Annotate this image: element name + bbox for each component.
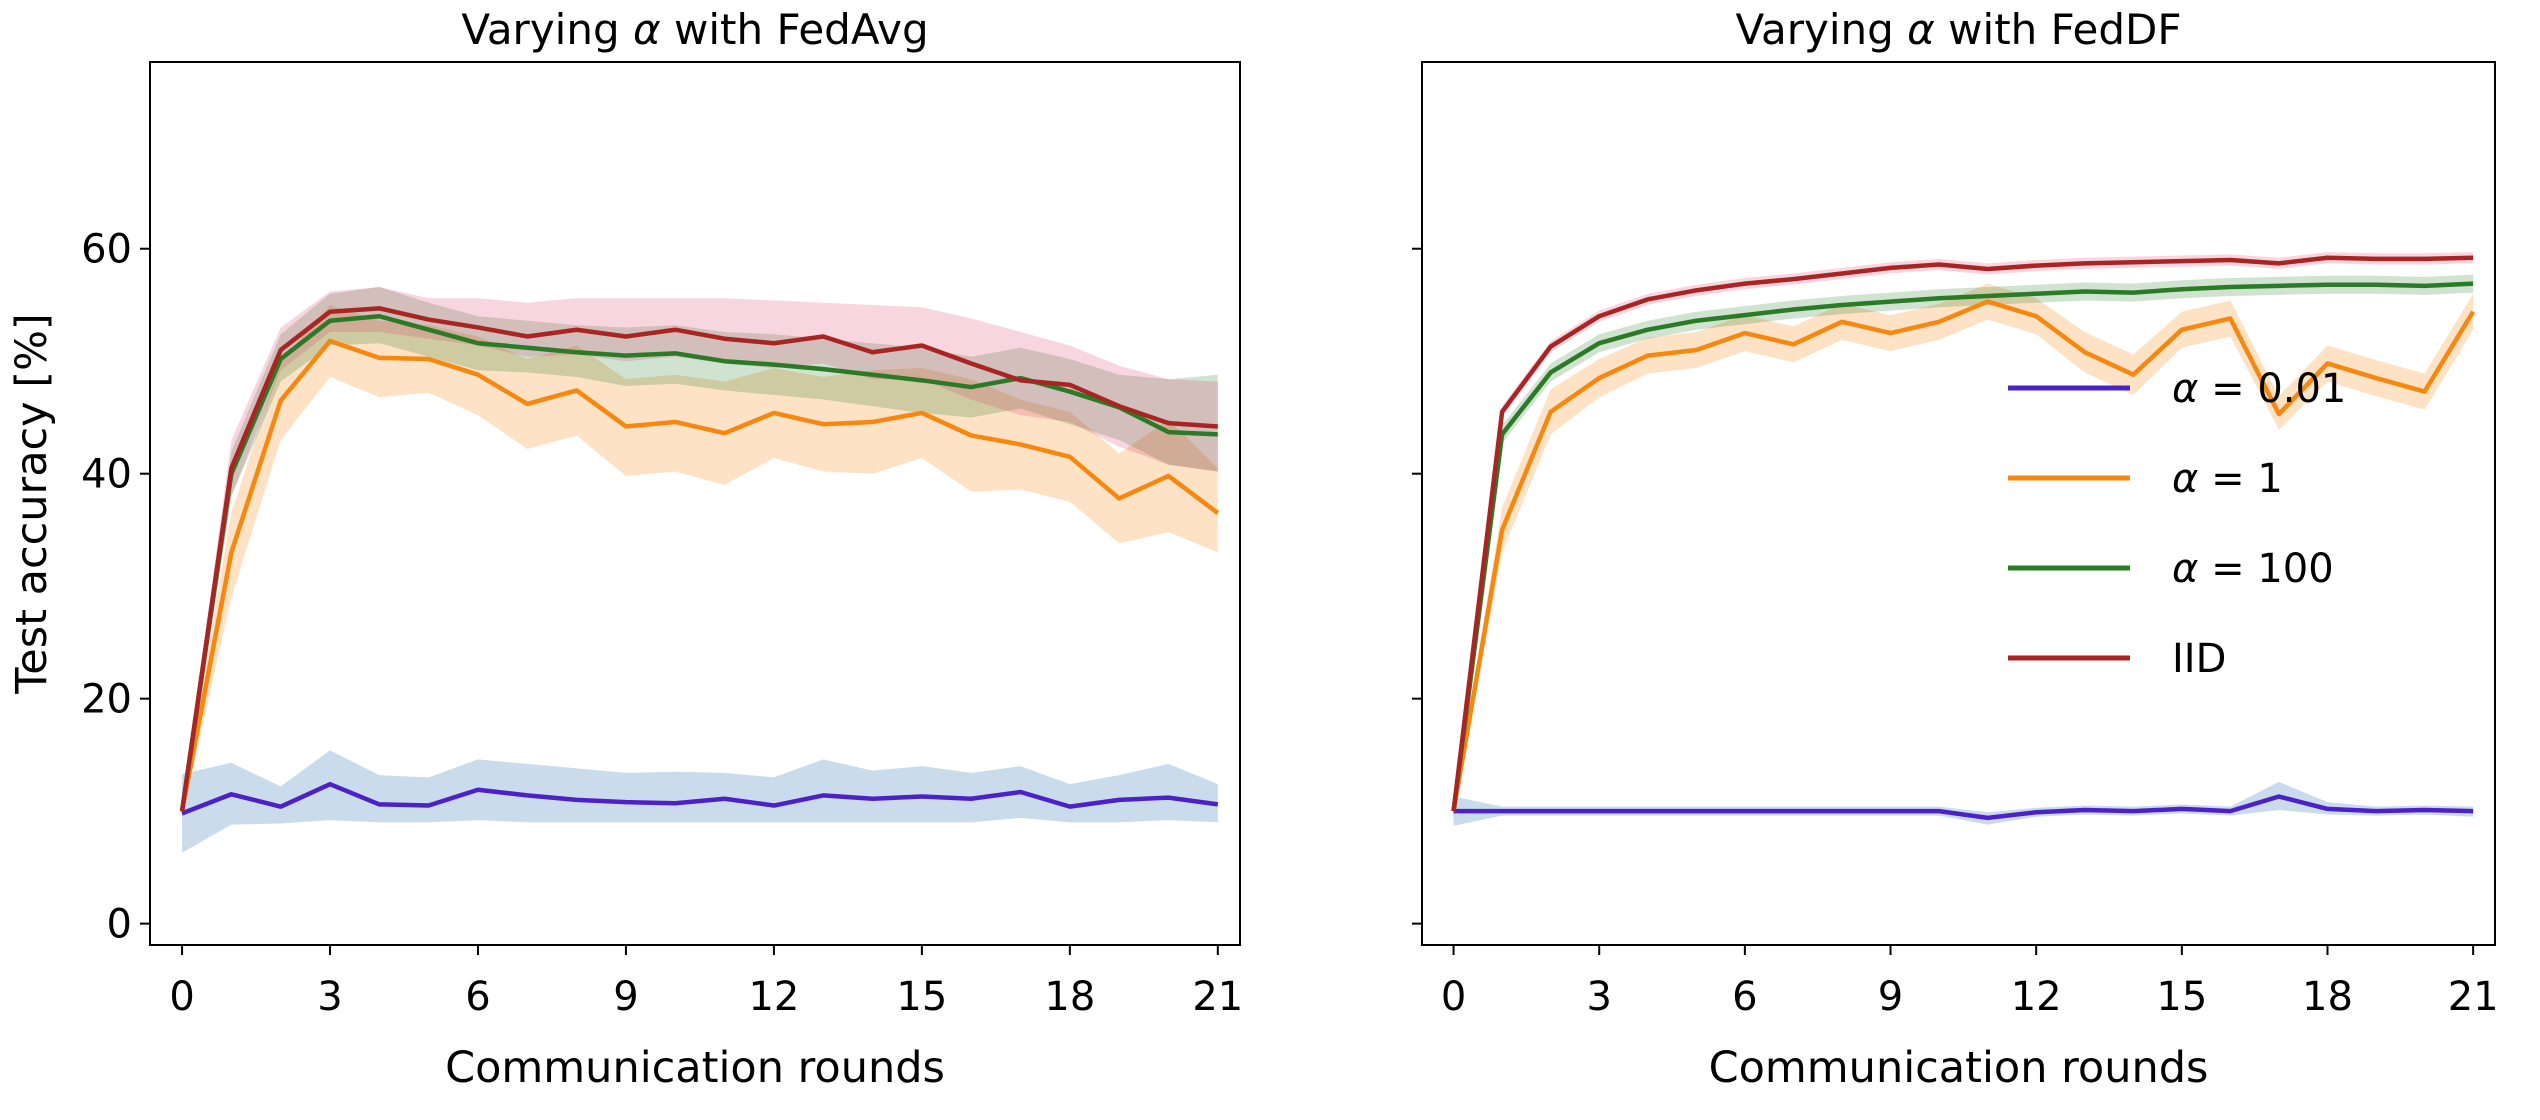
series-line-alpha-1 — [1451, 299, 2476, 812]
legend: α = 0.01 α = 1 α = 100 IID — [2008, 366, 2346, 682]
x-tick-label: 21 — [2448, 974, 2499, 1020]
legend-entry-alpha-0-01: α = 0.01 — [2008, 366, 2346, 412]
x-tick-label: 21 — [1192, 974, 1243, 1020]
legend-entry-iid: IID — [2008, 636, 2226, 682]
x-tick-label: 0 — [169, 974, 194, 1020]
band-alpha-100 — [182, 286, 1218, 818]
x-tick-label: 6 — [1732, 974, 1757, 1020]
x-tick-label: 9 — [613, 974, 638, 1020]
legend-entry-alpha-100: α = 100 — [2008, 546, 2334, 592]
plot-title: Varying α with FedDF — [1736, 5, 2182, 54]
series-line-iid — [179, 306, 1218, 812]
legend-label-alpha-100: α = 100 — [2172, 546, 2334, 592]
band-iid — [182, 286, 1218, 818]
axes-box — [1421, 61, 2496, 946]
legend-label-alpha-0-01: α = 0.01 — [2172, 366, 2346, 412]
x-tick-label: 3 — [1586, 974, 1611, 1020]
x-tick-label: 18 — [2302, 974, 2353, 1020]
x-tick-label: 12 — [2011, 974, 2062, 1020]
x-tick-label: 12 — [748, 974, 799, 1020]
x-tick-label: 3 — [317, 974, 342, 1020]
plot-feddf: 0 3 6 9 12 15 18 21 Varying α with FedDF Communic… — [1412, 5, 2499, 1093]
series-line-iid — [1451, 255, 2474, 812]
y-tick-label: 20 — [81, 677, 132, 723]
series-line-alpha-0-01 — [1453, 794, 2474, 821]
series-line-alpha-1 — [179, 338, 1220, 812]
x-tick-label: 6 — [465, 974, 490, 1020]
legend-entry-alpha-1: α = 1 — [2008, 456, 2283, 502]
band-alpha-1 — [182, 304, 1218, 817]
band-alpha-0-01 — [1453, 781, 2474, 826]
x-axis-label: Communication rounds — [445, 1043, 945, 1093]
x-tick-label: 9 — [1878, 974, 1903, 1020]
series-line-alpha-100 — [1451, 281, 2474, 812]
y-tick-label: 40 — [81, 452, 132, 498]
legend-label-alpha-1: α = 1 — [2172, 456, 2283, 502]
plot-fedavg: 0 3 6 9 12 15 18 21 0 20 40 60 Varying α with FedAvg… — [7, 5, 1243, 1093]
plot-title: Varying α with FedAvg — [461, 5, 928, 54]
x-tick-label: 18 — [1044, 974, 1095, 1020]
legend-label-iid: IID — [2172, 636, 2226, 682]
series-line-alpha-0-01 — [181, 781, 1219, 816]
y-tick-label: 60 — [81, 227, 132, 273]
y-axis-label: Test accuracy [%] — [7, 313, 57, 694]
x-tick-label: 15 — [2156, 974, 2207, 1020]
axes-box — [149, 61, 1241, 946]
x-tick-label: 0 — [1441, 974, 1466, 1020]
x-axis-label: Communication rounds — [1709, 1043, 2209, 1093]
y-tick-label: 0 — [107, 902, 132, 948]
x-tick-label: 15 — [896, 974, 947, 1020]
